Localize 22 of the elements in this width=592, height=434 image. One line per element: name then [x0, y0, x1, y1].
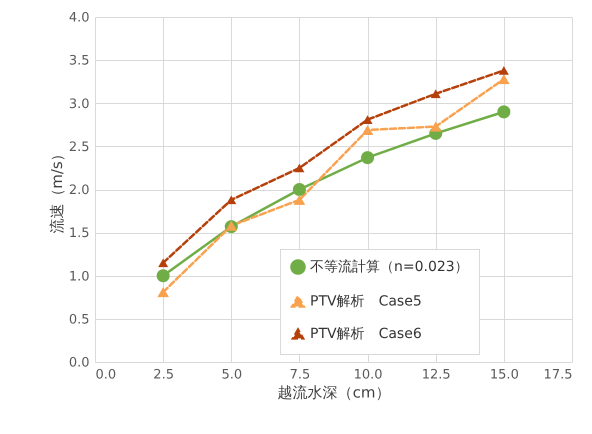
y-tick-label: 2.5	[68, 140, 90, 155]
y-tick-label: 4.0	[68, 10, 90, 26]
legend-label: 不等流計算（n=0.023）	[310, 259, 469, 275]
legend-label: PTV解析 Case6	[310, 326, 422, 342]
y-tick-label: 0.5	[68, 312, 90, 328]
y-tick-label: 1.5	[68, 226, 90, 242]
x-tick-label: 0.0	[96, 368, 116, 382]
x-axis-title: 越流水深（cm）	[278, 384, 390, 402]
legend-label: PTV解析 Case5	[310, 294, 422, 310]
x-tick-label: 5.0	[221, 368, 242, 382]
y-tick-label: 2.0	[68, 183, 90, 198]
y-tick-label: 0.0	[68, 356, 90, 370]
x-tick-label: 7.5	[290, 368, 310, 382]
x-tick-label: 12.5	[422, 368, 451, 382]
x-tick-label: 10.0	[354, 368, 383, 382]
y-tick-label: 1.0	[68, 269, 90, 284]
y-tick-label: 3.0	[68, 96, 90, 112]
y-axis-title: 流速（m/s）	[48, 146, 66, 234]
y-tick-label: 3.5	[68, 54, 90, 69]
x-tick-label: 15.0	[490, 368, 519, 382]
x-tick-label: 2.5	[153, 368, 174, 382]
x-tick-label: 17.5	[544, 368, 572, 382]
